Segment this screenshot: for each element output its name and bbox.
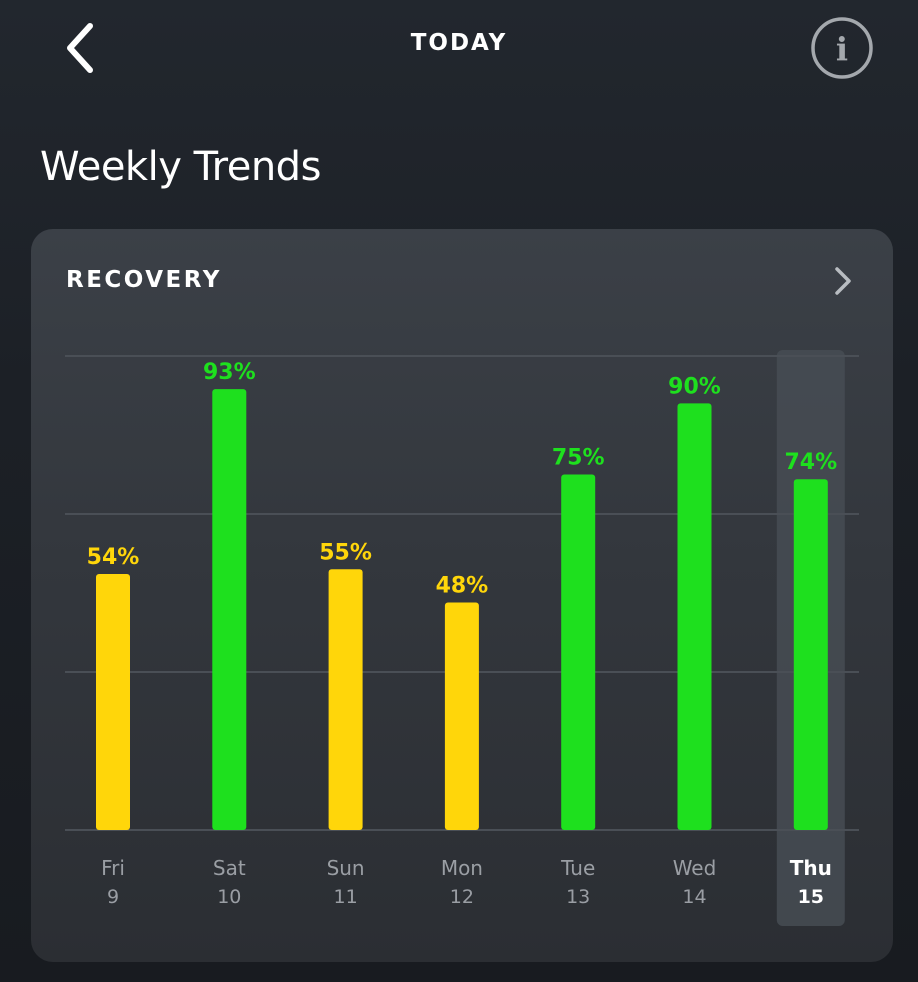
recovery-bar-mon bbox=[444, 602, 479, 830]
info-glyph: i bbox=[836, 30, 848, 68]
day-label-weekday: Thu bbox=[790, 856, 832, 880]
day-label-date: 13 bbox=[566, 886, 590, 908]
day-label-weekday: Tue bbox=[560, 856, 595, 880]
recovery-card: RECOVERY 54% Fri 9 93% Sat 10 55% Sun 11 48% Mon 12… bbox=[31, 229, 893, 962]
day-label-date: 12 bbox=[450, 886, 474, 908]
day-label-weekday: Mon bbox=[441, 856, 483, 880]
section-title: Weekly Trends bbox=[40, 144, 321, 190]
page-title: TODAY bbox=[410, 30, 508, 56]
day-label-weekday: Sun bbox=[327, 856, 365, 880]
recovery-bar-fri bbox=[96, 574, 130, 830]
bar-value-label: 55% bbox=[319, 540, 372, 565]
day-label-date: 14 bbox=[682, 886, 706, 908]
recovery-chart: 54% Fri 9 93% Sat 10 55% Sun 11 48% Mon 12 75% Tue 13 9… bbox=[65, 350, 859, 926]
back-button[interactable] bbox=[56, 18, 112, 78]
recovery-bar-sun bbox=[328, 569, 363, 830]
day-label-date: 10 bbox=[217, 886, 241, 908]
day-label-weekday: Wed bbox=[673, 856, 717, 880]
bar-value-label: 74% bbox=[784, 450, 837, 475]
info-button[interactable]: i bbox=[810, 16, 874, 80]
recovery-bar-thu bbox=[793, 479, 828, 830]
day-label-weekday: Fri bbox=[101, 856, 125, 880]
bar-value-label: 93% bbox=[203, 360, 256, 385]
day-label-date: 11 bbox=[334, 886, 358, 908]
bar-value-label: 75% bbox=[552, 446, 605, 471]
day-label-date: 9 bbox=[107, 886, 119, 908]
chevron-right-icon bbox=[835, 267, 851, 295]
card-title: RECOVERY bbox=[66, 267, 222, 293]
recovery-bar-sat bbox=[212, 389, 247, 830]
recovery-card-header[interactable]: RECOVERY bbox=[31, 229, 893, 329]
info-icon: i bbox=[811, 17, 873, 79]
chevron-left-icon bbox=[67, 23, 93, 73]
bar-value-label: 90% bbox=[668, 374, 721, 399]
recovery-bar-wed bbox=[677, 403, 712, 830]
top-bar: TODAY i bbox=[0, 0, 918, 100]
day-label-date: 15 bbox=[798, 886, 824, 908]
day-label-weekday: Sat bbox=[213, 856, 246, 880]
recovery-bar-tue bbox=[561, 474, 596, 830]
bar-value-label: 54% bbox=[87, 545, 140, 570]
bar-value-label: 48% bbox=[436, 573, 489, 598]
